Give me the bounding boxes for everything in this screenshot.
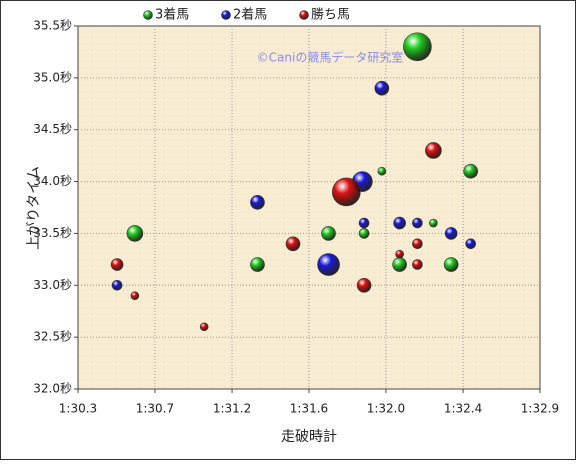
legend-swatch xyxy=(299,10,309,20)
bubble xyxy=(358,217,370,229)
legend-label: 勝ち馬 xyxy=(311,8,350,23)
watermark: ©Caniの競馬データ研究室 xyxy=(257,50,404,65)
y-tick-label: 34.5秒 xyxy=(33,122,72,136)
legend-swatch xyxy=(221,10,231,20)
bubble xyxy=(393,216,406,230)
legend-label: 3着馬 xyxy=(155,7,189,23)
y-tick-label: 34.0秒 xyxy=(33,174,72,188)
x-tick-label: 1:32.9 xyxy=(521,402,559,416)
bubble xyxy=(463,163,479,179)
bubble xyxy=(392,257,407,272)
y-tick-label: 33.0秒 xyxy=(33,278,72,292)
bubble xyxy=(321,226,336,241)
x-tick-label: 1:32.0 xyxy=(367,402,405,416)
legend-swatch xyxy=(143,10,153,20)
bubble xyxy=(465,238,477,250)
y-tick-label: 32.5秒 xyxy=(33,330,72,344)
x-tick-label: 1:30.7 xyxy=(136,402,174,416)
bubble xyxy=(332,177,361,207)
y-tick-label: 33.5秒 xyxy=(33,226,72,240)
bubble xyxy=(429,218,438,228)
bubble xyxy=(443,257,459,272)
bubble xyxy=(356,277,372,293)
bubble xyxy=(126,225,144,242)
legend-label: 2着馬 xyxy=(233,7,267,23)
bubble xyxy=(250,257,265,272)
x-axis-title: 走破時計 xyxy=(281,429,337,445)
bubble xyxy=(403,32,432,62)
bubble xyxy=(412,217,423,229)
y-tick-label: 35.0秒 xyxy=(33,70,72,84)
bubble xyxy=(285,236,301,252)
bubble xyxy=(374,80,390,96)
x-tick-label: 1:31.6 xyxy=(290,402,328,416)
bubble xyxy=(377,166,387,176)
bubble xyxy=(412,259,423,270)
bubble xyxy=(250,195,265,210)
bubble xyxy=(412,238,423,250)
bubble xyxy=(110,258,124,271)
x-tick-label: 1:31.2 xyxy=(213,402,251,416)
bubble xyxy=(130,291,140,300)
x-tick-label: 1:30.3 xyxy=(59,402,97,416)
bubble xyxy=(111,279,123,291)
bubble xyxy=(199,322,209,332)
bubble xyxy=(425,142,442,159)
bubble xyxy=(444,227,458,240)
y-axis-title: 上がりタイム xyxy=(26,166,42,250)
bubble xyxy=(395,249,404,259)
bubble xyxy=(358,228,370,239)
x-tick-label: 1:32.4 xyxy=(444,402,482,416)
y-tick-label: 32.0秒 xyxy=(33,382,72,396)
y-tick-label: 35.5秒 xyxy=(33,19,72,33)
bubble xyxy=(317,253,340,276)
